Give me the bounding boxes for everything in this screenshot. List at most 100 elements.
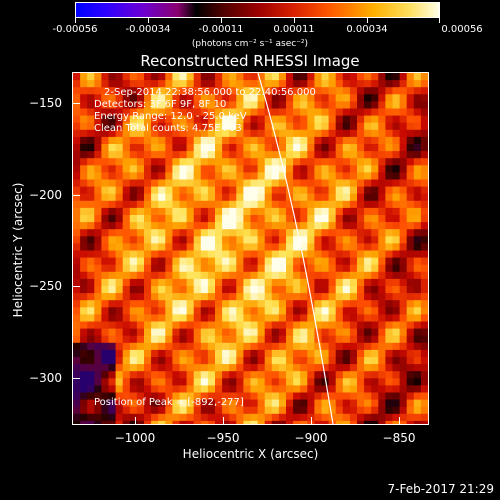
heatmap-cell (200, 349, 209, 358)
heatmap-cell (278, 264, 287, 273)
heatmap-cell (371, 328, 379, 337)
heatmap-cell (200, 271, 209, 280)
heatmap-cell (300, 293, 308, 301)
heatmap-cell (243, 385, 252, 394)
heatmap-cell (215, 278, 223, 287)
heatmap-cell (73, 144, 81, 152)
heatmap-cell (108, 378, 117, 386)
heatmap-cell (413, 321, 422, 330)
heatmap-cell (321, 335, 330, 344)
heatmap-cell (129, 144, 138, 152)
heatmap-cell (179, 420, 188, 424)
heatmap-cell (200, 293, 209, 301)
heatmap-cell (392, 172, 401, 181)
heatmap-cell (144, 257, 152, 266)
heatmap-cell (357, 257, 365, 266)
heatmap-cell (87, 200, 95, 209)
heatmap-cell (378, 371, 386, 379)
heatmap-cell (321, 172, 330, 181)
heatmap-cell (122, 286, 131, 294)
heatmap-cell (342, 186, 351, 195)
heatmap-cell (122, 94, 131, 102)
heatmap-cell (406, 144, 415, 152)
heatmap-cell (364, 193, 372, 202)
heatmap-cell (158, 420, 166, 424)
heatmap-cell (314, 250, 323, 259)
heatmap-cell (278, 286, 287, 294)
heatmap-cell (94, 101, 102, 110)
heatmap-cell (321, 115, 330, 124)
heatmap-cell (158, 158, 166, 166)
heatmap-cell (94, 115, 102, 124)
heatmap-cell (314, 172, 323, 181)
heatmap-cell (207, 335, 216, 344)
heatmap-cell (115, 215, 124, 223)
heatmap-cell (243, 186, 252, 195)
heatmap-cell (321, 215, 330, 223)
heatmap-cell (349, 385, 358, 394)
heatmap-cell (257, 406, 266, 415)
heatmap-cell (129, 101, 138, 110)
heatmap-cell (101, 300, 110, 308)
heatmap-cell (94, 257, 102, 266)
heatmap-cell (264, 207, 273, 216)
heatmap-cell (172, 236, 181, 244)
heatmap-cell (300, 307, 308, 315)
heatmap-cell (406, 300, 415, 308)
heatmap-cell (293, 207, 301, 216)
heatmap-cell (207, 172, 216, 181)
heatmap-cell (399, 250, 408, 259)
heatmap-cell (101, 108, 110, 117)
heatmap-cell (378, 222, 386, 230)
heatmap-cell (108, 158, 117, 166)
heatmap-cell (158, 399, 166, 408)
heatmap-cell (236, 186, 244, 195)
heatmap-cell (186, 278, 195, 287)
heatmap-cell (328, 207, 337, 216)
heatmap-cell (200, 200, 209, 209)
heatmap-cell (342, 193, 351, 202)
heatmap-cell (243, 342, 252, 351)
heatmap-cell (293, 293, 301, 301)
heatmap-cell (293, 314, 301, 323)
heatmap-cell (406, 122, 415, 131)
y-tick (72, 195, 80, 196)
heatmap-cell (158, 136, 166, 145)
heatmap-cell (172, 144, 181, 152)
heatmap-cell (193, 215, 202, 223)
heatmap-cell (399, 286, 408, 294)
heatmap-cell (250, 229, 259, 237)
heatmap-cell (378, 200, 386, 209)
heatmap-cell (328, 349, 337, 358)
heatmap-cell (200, 314, 209, 323)
heatmap-cell (271, 115, 280, 124)
heatmap-cell (215, 158, 223, 166)
heatmap-cell (172, 122, 181, 131)
heatmap-cell (271, 321, 280, 330)
heatmap-cell (200, 286, 209, 294)
heatmap-cell (236, 80, 244, 88)
heatmap-cell (172, 406, 181, 415)
heatmap-cell (136, 222, 145, 230)
heatmap-cell (271, 229, 280, 237)
heatmap-cell (378, 328, 386, 337)
heatmap-cell (172, 115, 181, 124)
heatmap-cell (406, 335, 415, 344)
heatmap-cell (165, 222, 173, 230)
heatmap-cell (271, 406, 280, 415)
heatmap-cell (278, 129, 287, 138)
heatmap-cell (151, 222, 159, 230)
heatmap-cell (193, 250, 202, 259)
heatmap-cell (300, 207, 308, 216)
heatmap-cell (144, 151, 152, 159)
heatmap-cell (158, 385, 166, 394)
heatmap-cell (108, 222, 117, 230)
heatmap-cell (250, 193, 259, 202)
heatmap-cell (420, 101, 428, 110)
heatmap-cell (413, 207, 422, 216)
heatmap-cell (193, 243, 202, 252)
heatmap-cell (73, 378, 81, 386)
heatmap-cell (165, 364, 173, 372)
heatmap-cell (222, 335, 230, 344)
heatmap-cell (385, 349, 394, 358)
